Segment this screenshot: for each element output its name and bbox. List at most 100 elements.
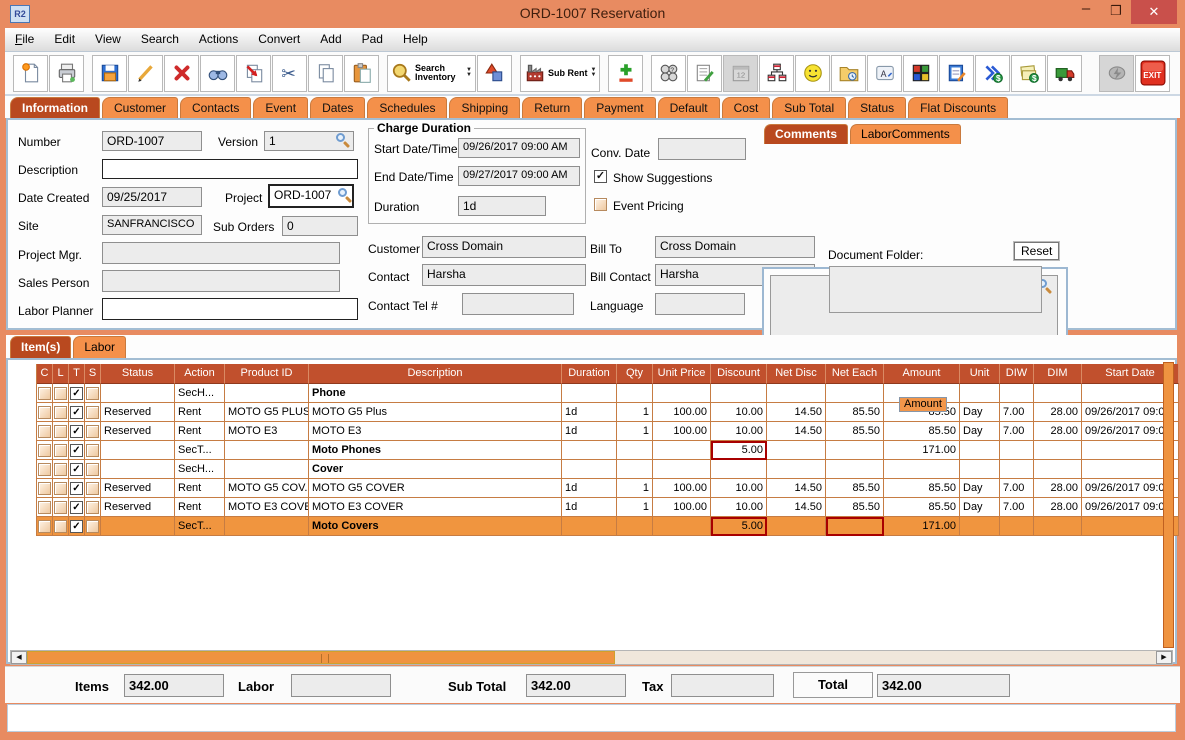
cell-unit_price[interactable]: 100.00 xyxy=(653,479,711,498)
save-button[interactable] xyxy=(92,54,127,92)
cell-status[interactable]: Reserved xyxy=(101,403,175,422)
cell-unit[interactable] xyxy=(960,517,1000,536)
end-datetime-field[interactable]: 09/27/2017 09:00 AM xyxy=(458,166,580,186)
c-checkbox[interactable] xyxy=(38,519,51,533)
column-header-dim[interactable]: DIM xyxy=(1034,364,1082,384)
cell-t[interactable]: ✓ xyxy=(69,403,85,422)
cell-unit_price[interactable]: 100.00 xyxy=(653,403,711,422)
cell-net_disc[interactable] xyxy=(767,441,826,460)
sales-person-field[interactable] xyxy=(102,270,340,292)
s-checkbox[interactable] xyxy=(86,386,99,400)
notes-button[interactable] xyxy=(687,54,723,92)
cell-description[interactable]: MOTO G5 COVER xyxy=(309,479,562,498)
cell-unit[interactable] xyxy=(960,384,1000,403)
c-checkbox[interactable] xyxy=(38,443,51,457)
cell-action[interactable]: SecH... xyxy=(175,460,225,479)
table-row[interactable]: ✓ Reserved Rent MOTO E3 MOTO E3 1d 1 100.00 10.0… xyxy=(37,422,1179,441)
cell-diw[interactable] xyxy=(1000,517,1034,536)
cell-duration[interactable] xyxy=(562,384,617,403)
c-checkbox[interactable] xyxy=(38,405,51,419)
scroll-right-arrow[interactable]: ▶ xyxy=(1156,651,1172,664)
cell-s[interactable] xyxy=(85,384,101,403)
tab-schedules[interactable]: Schedules xyxy=(367,97,448,118)
shortcut-key-button[interactable]: A xyxy=(867,54,903,92)
tab-comments[interactable]: Comments xyxy=(764,124,849,144)
date-created-field[interactable]: 09/25/2017 xyxy=(102,187,202,207)
cell-unit[interactable]: Day xyxy=(960,498,1000,517)
duration-field[interactable]: 1d xyxy=(458,196,546,216)
t-checkbox[interactable]: ✓ xyxy=(70,405,83,419)
cell-status[interactable] xyxy=(101,441,175,460)
contact-field[interactable]: Harsha xyxy=(422,264,586,286)
cell-status[interactable]: Reserved xyxy=(101,498,175,517)
cell-diw[interactable]: 7.00 xyxy=(1000,479,1034,498)
cell-product_id[interactable] xyxy=(225,384,309,403)
tab-labor[interactable]: Labor xyxy=(73,336,127,358)
cell-c[interactable] xyxy=(37,517,53,536)
cell-description[interactable]: Moto Covers xyxy=(309,517,562,536)
dropdown-arrows-icon[interactable]: ▼ ▼ xyxy=(466,67,472,78)
copy-to-button[interactable] xyxy=(236,54,271,92)
cell-start_date[interactable]: 09/26/2017 09:00 xyxy=(1082,422,1179,441)
cell-unit[interactable] xyxy=(960,460,1000,479)
cell-description[interactable]: Moto Phones xyxy=(309,441,562,460)
cell-l[interactable] xyxy=(53,403,69,422)
cell-action[interactable]: Rent xyxy=(175,479,225,498)
menu-file[interactable]: File xyxy=(15,32,35,46)
column-header-product_id[interactable]: Product ID xyxy=(225,364,309,384)
cell-diw[interactable] xyxy=(1000,441,1034,460)
find-button[interactable] xyxy=(200,54,235,92)
cell-diw[interactable]: 7.00 xyxy=(1000,498,1034,517)
menu-pad[interactable]: Pad xyxy=(361,32,383,46)
cell-status[interactable] xyxy=(101,460,175,479)
cell-qty[interactable]: 1 xyxy=(617,498,653,517)
table-row[interactable]: ✓ Reserved Rent MOTO G5 COV... MOTO G5 COVER… xyxy=(37,479,1179,498)
cell-duration[interactable] xyxy=(562,441,617,460)
show-suggestions-checkbox[interactable]: ✓ xyxy=(594,170,607,183)
column-header-qty[interactable]: Qty xyxy=(617,364,653,384)
cell-c[interactable] xyxy=(37,422,53,441)
c-checkbox[interactable] xyxy=(38,462,51,476)
cell-dim[interactable]: 28.00 xyxy=(1034,422,1082,441)
cell-unit[interactable]: Day xyxy=(960,403,1000,422)
cell-unit_price[interactable] xyxy=(653,384,711,403)
cell-amount[interactable]: 85.50 xyxy=(884,498,960,517)
version-lookup-icon[interactable] xyxy=(336,133,350,147)
cell-action[interactable]: SecT... xyxy=(175,441,225,460)
cell-action[interactable]: Rent xyxy=(175,498,225,517)
cell-amount[interactable] xyxy=(884,460,960,479)
cell-l[interactable] xyxy=(53,441,69,460)
table-row[interactable]: ✓ SecH... Cover xyxy=(37,460,1179,479)
menu-help[interactable]: Help xyxy=(402,32,428,46)
site-field[interactable]: SANFRANCISCO xyxy=(102,215,202,235)
copy-button[interactable] xyxy=(308,54,343,92)
t-checkbox[interactable]: ✓ xyxy=(70,519,83,533)
tab-event[interactable]: Event xyxy=(253,97,309,118)
s-checkbox[interactable] xyxy=(86,462,99,476)
paste-button[interactable] xyxy=(344,54,379,92)
reset-button[interactable]: Reset xyxy=(1012,241,1061,261)
cell-status[interactable] xyxy=(101,517,175,536)
cell-discount[interactable]: 10.00 xyxy=(711,422,767,441)
cell-description[interactable]: MOTO E3 xyxy=(309,422,562,441)
column-header-c[interactable]: C xyxy=(37,364,53,384)
tab-dates[interactable]: Dates xyxy=(310,97,366,118)
close-button[interactable]: ✕ xyxy=(1131,0,1177,24)
cell-description[interactable]: MOTO E3 COVER xyxy=(309,498,562,517)
cell-action[interactable]: SecT... xyxy=(175,517,225,536)
l-checkbox[interactable] xyxy=(54,424,67,438)
l-checkbox[interactable] xyxy=(54,462,67,476)
column-header-s[interactable]: S xyxy=(85,364,101,384)
cell-dim[interactable] xyxy=(1034,517,1082,536)
column-header-duration[interactable]: Duration xyxy=(562,364,617,384)
cell-s[interactable] xyxy=(85,479,101,498)
cell-unit_price[interactable]: 100.00 xyxy=(653,422,711,441)
event-pricing-checkbox[interactable] xyxy=(594,198,607,211)
cell-c[interactable] xyxy=(37,384,53,403)
cell-product_id[interactable]: MOTO G5 COV... xyxy=(225,479,309,498)
cell-discount[interactable] xyxy=(711,460,767,479)
cell-s[interactable] xyxy=(85,498,101,517)
cell-discount[interactable]: 5.00 xyxy=(711,441,767,460)
cell-action[interactable]: SecH... xyxy=(175,384,225,403)
cell-status[interactable] xyxy=(101,384,175,403)
